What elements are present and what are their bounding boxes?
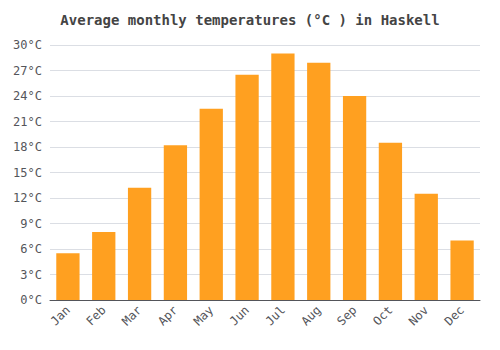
svg-text:24°C: 24°C bbox=[13, 89, 42, 103]
svg-text:15°C: 15°C bbox=[13, 166, 42, 180]
svg-text:May: May bbox=[191, 303, 216, 328]
svg-text:18°C: 18°C bbox=[13, 140, 42, 154]
svg-text:Oct: Oct bbox=[370, 303, 395, 328]
svg-text:Average monthly temperatures (: Average monthly temperatures (°C ) in Ha… bbox=[60, 12, 439, 28]
svg-text:0°C: 0°C bbox=[20, 293, 42, 307]
svg-text:Jun: Jun bbox=[227, 303, 252, 328]
svg-text:6°C: 6°C bbox=[20, 242, 42, 256]
svg-text:12°C: 12°C bbox=[13, 191, 42, 205]
svg-text:Aug: Aug bbox=[298, 303, 323, 328]
svg-text:Feb: Feb bbox=[83, 303, 108, 328]
svg-text:Sep: Sep bbox=[334, 303, 359, 328]
svg-text:9°C: 9°C bbox=[20, 217, 42, 231]
svg-text:Dec: Dec bbox=[442, 303, 467, 328]
svg-text:3°C: 3°C bbox=[20, 268, 42, 282]
svg-text:Jan: Jan bbox=[48, 303, 73, 328]
svg-text:21°C: 21°C bbox=[13, 115, 42, 129]
svg-text:Nov: Nov bbox=[406, 303, 431, 328]
svg-text:Apr: Apr bbox=[155, 303, 180, 328]
svg-text:30°C: 30°C bbox=[13, 38, 42, 52]
svg-text:Jul: Jul bbox=[263, 303, 288, 328]
svg-text:Mar: Mar bbox=[119, 303, 144, 328]
svg-text:27°C: 27°C bbox=[13, 64, 42, 78]
